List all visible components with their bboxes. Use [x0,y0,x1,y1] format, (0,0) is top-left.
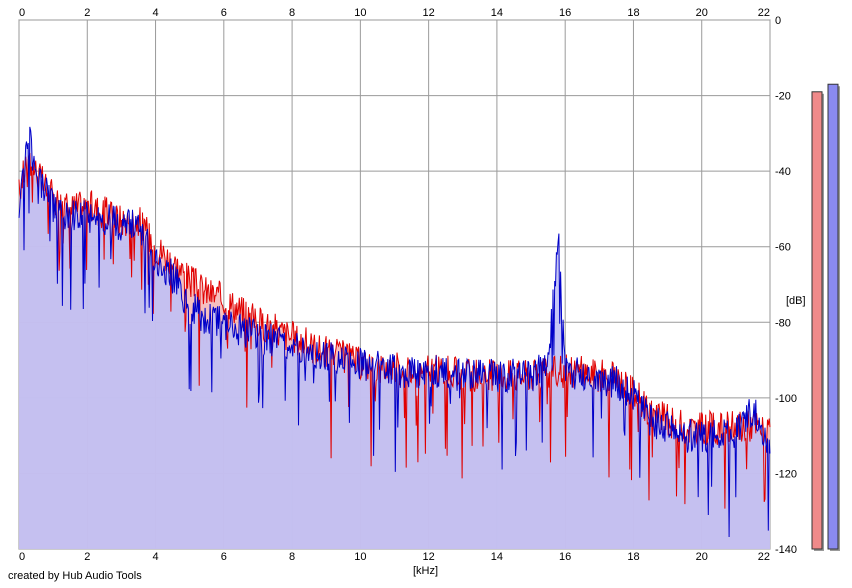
spectrum-areas [19,126,770,550]
x-tick-label-bottom: 14 [491,551,503,563]
x-tick-label-bottom: 10 [354,551,366,563]
y-tick-label: -120 [775,468,797,480]
x-tick-label-bottom: 6 [221,551,227,563]
x-tick-label-bottom: 18 [627,551,639,563]
x-tick-label-top: 2 [84,7,90,19]
axis-labels: 002244668810101212141416161818202022220-… [19,7,797,563]
x-tick-label-bottom: 20 [696,551,708,563]
y-tick-label: -40 [775,166,791,178]
x-tick-label-top: 14 [491,7,503,19]
level-meter-bar [827,83,839,550]
y-tick-label: -60 [775,242,791,254]
x-tick-label-top: 8 [289,7,295,19]
x-tick-label-bottom: 22 [758,551,770,563]
x-tick-label-top: 0 [19,7,25,19]
x-tick-label-top: 20 [696,7,708,19]
y-tick-label: -100 [775,393,797,405]
y-tick-label: -140 [775,544,797,556]
credit-text: created by Hub Audio Tools [8,570,142,582]
x-tick-label-bottom: 8 [289,551,295,563]
x-axis-unit-label: [kHz] [413,565,438,577]
level-meters [811,83,840,552]
series-1-area [19,126,770,550]
x-tick-label-bottom: 0 [19,551,25,563]
x-tick-label-top: 16 [559,7,571,19]
y-tick-label: 0 [775,15,781,27]
x-tick-label-top: 12 [423,7,435,19]
level-meter-bar [811,91,823,550]
y-tick-label: -20 [775,91,791,103]
y-tick-label: -80 [775,317,791,329]
x-tick-label-bottom: 4 [152,551,158,563]
x-tick-label-top: 22 [758,7,770,19]
y-axis-unit-label: [dB] [786,295,806,307]
x-tick-label-bottom: 16 [559,551,571,563]
x-tick-label-top: 6 [221,7,227,19]
series-1-line [18,126,771,538]
x-tick-label-top: 18 [627,7,639,19]
x-tick-label-bottom: 2 [84,551,90,563]
spectrum-lines [18,126,771,538]
x-tick-label-top: 4 [152,7,158,19]
x-tick-label-bottom: 12 [423,551,435,563]
x-tick-label-top: 10 [354,7,366,19]
